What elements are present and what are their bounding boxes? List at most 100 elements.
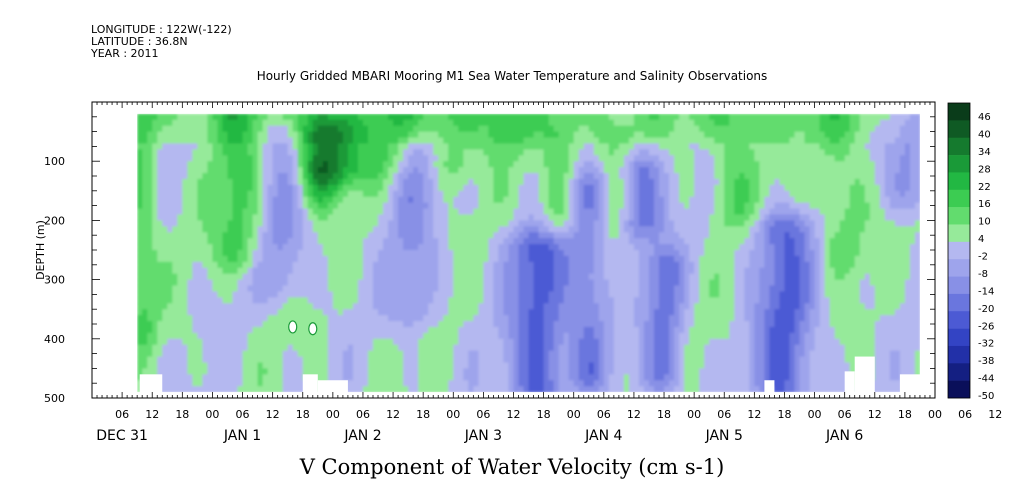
- heatmap-cell: [593, 190, 600, 198]
- heatmap-cell: [458, 297, 464, 304]
- heatmap-cell: [563, 238, 570, 245]
- heatmap-cell: [352, 291, 359, 298]
- heatmap-cell: [137, 297, 143, 304]
- heatmap-cell: [633, 338, 640, 346]
- heatmap-cell: [473, 119, 479, 127]
- heatmap-cell: [613, 244, 620, 251]
- heatmap-cell: [659, 338, 665, 346]
- heatmap-cell: [664, 338, 670, 346]
- heatmap-cell: [217, 279, 223, 287]
- heatmap-cell: [177, 374, 183, 381]
- heatmap-cell: [197, 149, 203, 156]
- heatmap-cell: [468, 131, 474, 139]
- heatmap-cell: [237, 332, 244, 340]
- heatmap-cell: [237, 184, 244, 192]
- heatmap-cell: [252, 386, 259, 393]
- heatmap-cell: [342, 173, 349, 180]
- heatmap-cell: [152, 131, 158, 139]
- heatmap-cell: [468, 273, 474, 281]
- heatmap-cell: [393, 244, 399, 251]
- heatmap-cell: [654, 113, 660, 121]
- heatmap-cell: [357, 232, 364, 239]
- heatmap-cell: [503, 273, 509, 281]
- heatmap-cell: [423, 338, 429, 346]
- heatmap-cell: [378, 167, 384, 174]
- heatmap-cell: [252, 338, 259, 346]
- heatmap-cell: [227, 261, 233, 269]
- heatmap-cell: [378, 326, 384, 334]
- heatmap-cell: [272, 113, 279, 121]
- heatmap-cell: [137, 344, 143, 352]
- heatmap-cell: [292, 303, 299, 310]
- heatmap-cell: [157, 356, 163, 363]
- heatmap-cell: [648, 250, 655, 257]
- heatmap-cell: [142, 214, 148, 221]
- heatmap-cell: [443, 338, 449, 346]
- heatmap-cell: [352, 232, 359, 239]
- heatmap-cell: [473, 167, 479, 174]
- heatmap-cell: [598, 380, 605, 387]
- heatmap-cell: [232, 380, 239, 387]
- heatmap-cell: [468, 196, 474, 204]
- heatmap-cell: [212, 244, 218, 251]
- heatmap-cell: [623, 149, 630, 156]
- heatmap-cell: [528, 173, 535, 180]
- heatmap-cell: [568, 344, 575, 352]
- heatmap-cell: [227, 380, 233, 387]
- heatmap-cell: [508, 131, 514, 139]
- heatmap-cell: [398, 273, 404, 281]
- heatmap-cell: [172, 332, 178, 340]
- heatmap-cell: [207, 368, 213, 375]
- heatmap-cell: [418, 279, 424, 287]
- heatmap-cell: [202, 119, 208, 127]
- heatmap-cell: [528, 131, 535, 139]
- heatmap-cell: [357, 344, 364, 352]
- heatmap-cell: [297, 214, 304, 221]
- heatmap-cell: [217, 267, 223, 275]
- heatmap-cell: [638, 291, 645, 298]
- heatmap-cell: [603, 190, 610, 198]
- heatmap-cell: [222, 137, 228, 144]
- heatmap-cell: [659, 285, 665, 292]
- heatmap-cell: [533, 321, 540, 328]
- heatmap-cell: [277, 184, 284, 192]
- heatmap-cell: [593, 220, 600, 227]
- heatmap-cell: [608, 309, 615, 316]
- heatmap-cell: [448, 155, 454, 162]
- heatmap-cell: [664, 386, 670, 393]
- heatmap-cell: [357, 374, 364, 381]
- heatmap-cell: [277, 273, 284, 281]
- heatmap-cell: [468, 285, 474, 292]
- heatmap-cell: [282, 167, 289, 174]
- heatmap-cell: [167, 350, 173, 358]
- heatmap-cell: [618, 326, 625, 334]
- heatmap-cell: [167, 285, 173, 292]
- heatmap-cell: [478, 315, 484, 322]
- heatmap-cell: [342, 184, 349, 192]
- heatmap-cell: [227, 173, 233, 180]
- heatmap-cell: [508, 291, 514, 298]
- heatmap-cell: [277, 173, 284, 180]
- heatmap-cell: [142, 244, 148, 251]
- heatmap-cell: [593, 202, 600, 210]
- heatmap-cell: [623, 315, 630, 322]
- heatmap-cell: [192, 273, 198, 281]
- heatmap-cell: [252, 344, 259, 352]
- heatmap-cell: [207, 386, 213, 393]
- heatmap-cell: [137, 113, 143, 121]
- heatmap-cell: [523, 220, 530, 227]
- heatmap-cell: [212, 285, 218, 292]
- heatmap-cell: [222, 155, 228, 162]
- heatmap-cell: [152, 315, 158, 322]
- heatmap-cell: [618, 279, 625, 287]
- heatmap-cell: [277, 202, 284, 210]
- heatmap-cell: [337, 208, 344, 215]
- heatmap-cell: [493, 131, 499, 139]
- heatmap-cell: [287, 279, 294, 287]
- heatmap-cell: [453, 155, 459, 162]
- heatmap-cell: [322, 309, 329, 316]
- heatmap-cell: [383, 303, 389, 310]
- heatmap-cell: [563, 303, 570, 310]
- heatmap-cell: [277, 250, 284, 257]
- heatmap-cell: [312, 267, 319, 275]
